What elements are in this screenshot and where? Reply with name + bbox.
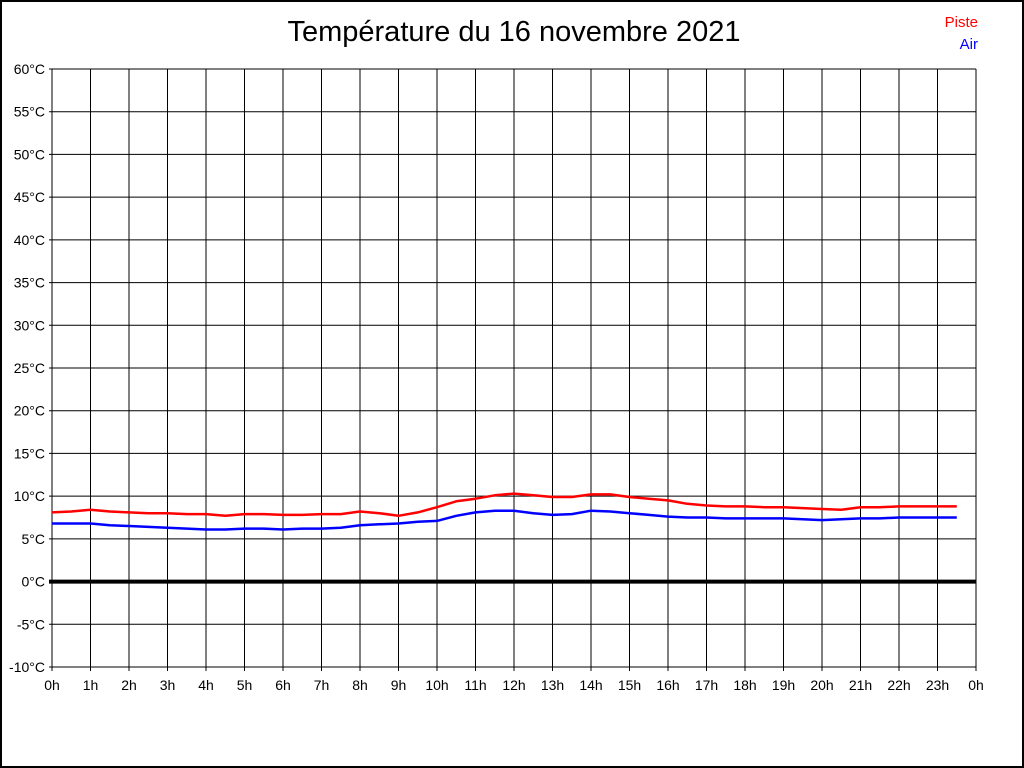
y-tick-label: 35°C	[14, 275, 45, 291]
legend-item-piste: Piste	[944, 14, 978, 31]
y-tick-label: 40°C	[14, 232, 45, 248]
x-tick-label: 14h	[579, 677, 602, 693]
series-line-piste	[51, 492, 957, 518]
y-tick-label: 10°C	[14, 488, 45, 504]
y-tick-label: 20°C	[14, 403, 45, 419]
x-tick-label: 21h	[849, 677, 872, 693]
x-tick-label: 5h	[237, 677, 253, 693]
y-tick-label: 5°C	[22, 531, 46, 547]
x-tick-label: 13h	[541, 677, 564, 693]
x-tick-label: 1h	[83, 677, 99, 693]
x-tick-label: 11h	[464, 677, 486, 693]
y-tick-label: 60°C	[14, 61, 45, 77]
x-tick-label: 10h	[425, 677, 448, 693]
y-tick-label: 55°C	[14, 104, 45, 120]
x-tick-label: 3h	[160, 677, 176, 693]
x-tick-label: 0h	[968, 677, 984, 693]
y-tick-label: 15°C	[14, 445, 45, 461]
x-tick-label: 4h	[198, 677, 214, 693]
series-line-air	[52, 509, 957, 531]
chart-legend: Piste Air	[945, 12, 978, 56]
x-tick-label: 8h	[352, 677, 368, 693]
x-tick-label: 15h	[618, 677, 641, 693]
x-tick-label: 17h	[695, 677, 718, 693]
chart-title: Température du 16 novembre 2021	[287, 16, 741, 48]
x-tick-label: 18h	[733, 677, 756, 693]
y-tick-label: -10°C	[9, 659, 45, 675]
x-tick-label: 0h	[44, 677, 60, 693]
y-tick-label: -5°C	[17, 616, 45, 632]
x-tick-label: 9h	[391, 677, 407, 693]
y-tick-label: 0°C	[22, 574, 46, 590]
y-tick-label: 50°C	[14, 146, 45, 162]
legend-item-air: Air	[959, 36, 978, 53]
y-tick-label: 25°C	[14, 360, 45, 376]
x-tick-label: 20h	[810, 677, 833, 693]
x-tick-label: 22h	[887, 677, 910, 693]
x-tick-label: 2h	[121, 677, 137, 693]
y-tick-label: 45°C	[14, 189, 45, 205]
x-tick-label: 16h	[656, 677, 679, 693]
x-tick-label: 6h	[275, 677, 291, 693]
y-tick-label: 30°C	[14, 317, 45, 333]
x-tick-label: 7h	[314, 677, 330, 693]
x-tick-label: 12h	[502, 677, 525, 693]
x-tick-label: 19h	[772, 677, 795, 693]
x-tick-label: 23h	[926, 677, 949, 693]
